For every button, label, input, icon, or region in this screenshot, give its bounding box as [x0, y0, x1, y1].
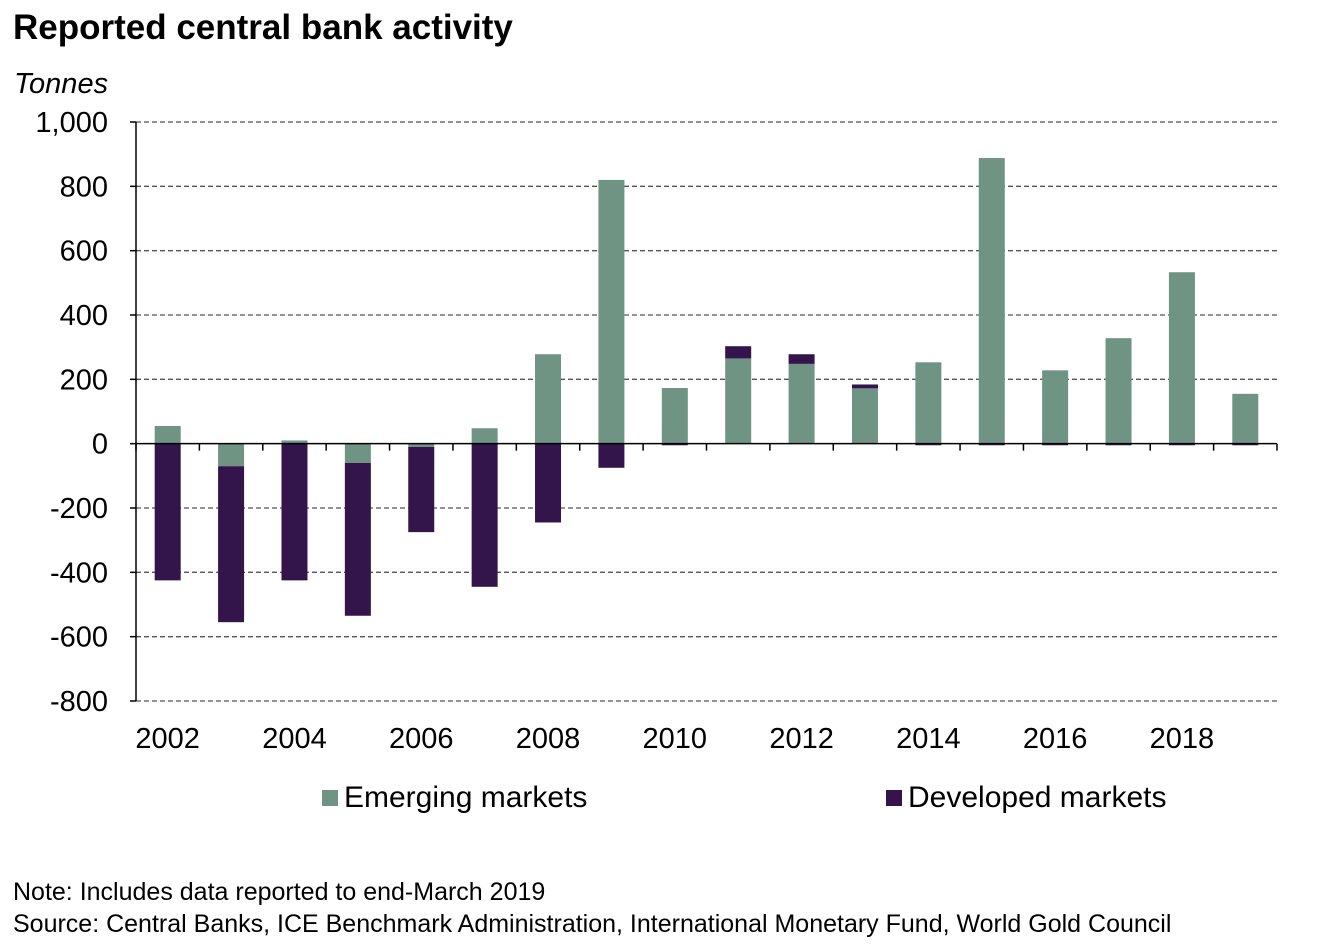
x-tick-label: 2004 [262, 723, 327, 755]
legend-swatch-developed [886, 790, 902, 806]
bars [154, 158, 1259, 623]
bar-developed-2014 [915, 443, 942, 446]
bar-emerging-2011 [725, 358, 752, 444]
bar-developed-2009 [598, 443, 625, 468]
x-tick-label: 2012 [769, 723, 834, 755]
bar-developed-2004 [281, 443, 308, 581]
bar-emerging-2018 [1168, 272, 1195, 444]
bar-emerging-2010 [661, 388, 688, 444]
gridlines [136, 121, 1277, 702]
bar-developed-2003 [218, 466, 245, 623]
x-tick-label: 2006 [389, 723, 454, 755]
x-tick-label: 2014 [896, 723, 961, 755]
bar-emerging-2008 [535, 354, 562, 444]
source-text: Source: Central Banks, ICE Benchmark Adm… [13, 910, 1172, 938]
bar-emerging-2004 [281, 440, 308, 444]
bar-developed-2006 [408, 446, 435, 533]
bar-developed-2010 [661, 443, 688, 446]
footnotes: Note: Includes data reported to end-Marc… [13, 876, 1171, 940]
legend-swatch-emerging [322, 790, 338, 806]
bar-emerging-2014 [915, 362, 942, 444]
bar-developed-2013 [851, 384, 878, 389]
x-tick-label: 2008 [516, 723, 581, 755]
legend-label-emerging: Emerging markets [344, 781, 587, 814]
bar-developed-2012 [788, 354, 815, 364]
y-tick-label: 600 [60, 236, 108, 268]
y-tick-label: 200 [60, 364, 108, 396]
bar-developed-2011 [725, 346, 752, 359]
x-tick-label: 2016 [1023, 723, 1088, 755]
y-tick-label: 400 [60, 300, 108, 332]
bar-developed-2008 [535, 443, 562, 523]
bar-emerging-2017 [1105, 338, 1132, 444]
bar-emerging-2012 [788, 363, 815, 444]
bar-emerging-2005 [344, 443, 371, 463]
bar-emerging-2009 [598, 179, 625, 444]
bar-emerging-2016 [1042, 370, 1069, 444]
y-axis-unit-label: Tonnes [14, 68, 109, 100]
x-tick-label: 2010 [643, 723, 708, 755]
bar-developed-2017 [1105, 443, 1132, 446]
bar-developed-2016 [1042, 443, 1069, 446]
y-tick-label: 1,000 [35, 107, 108, 139]
bar-emerging-2019 [1232, 393, 1259, 444]
x-tick-label: 2018 [1150, 723, 1215, 755]
y-tick-label: -800 [50, 686, 108, 718]
axes [130, 121, 1278, 702]
legend-label-developed: Developed markets [908, 781, 1166, 814]
y-tick-label: 0 [92, 429, 108, 461]
legend: Emerging markets Developed markets [322, 781, 1166, 814]
bar-emerging-2013 [851, 388, 878, 444]
y-tick-label: 800 [60, 171, 108, 203]
x-tick-label: 2002 [135, 723, 200, 755]
chart-title: Reported central bank activity [13, 8, 513, 47]
bar-emerging-2015 [978, 158, 1005, 444]
bar-developed-2007 [471, 443, 498, 587]
x-tick-labels: 2002 2004 2006 2008 2010 2012 2014 2016 2018 [135, 723, 1214, 755]
y-tick-labels: 1,000 800 600 400 200 0 -200 -400 -600 -800 [35, 107, 108, 718]
y-tick-label: -200 [50, 493, 108, 525]
bar-emerging-2003 [218, 443, 245, 467]
bar-emerging-2002 [154, 425, 181, 444]
note-text: Note: Includes data reported to end-Marc… [13, 878, 546, 906]
y-tick-label: -400 [50, 557, 108, 589]
bar-developed-2019 [1232, 443, 1259, 446]
y-tick-label: -600 [50, 622, 108, 654]
bar-developed-2005 [344, 462, 371, 616]
bar-developed-2002 [154, 443, 181, 581]
bar-developed-2018 [1168, 443, 1195, 446]
bar-developed-2015 [978, 443, 1005, 446]
bar-emerging-2006 [408, 443, 435, 447]
bar-emerging-2007 [471, 428, 498, 444]
